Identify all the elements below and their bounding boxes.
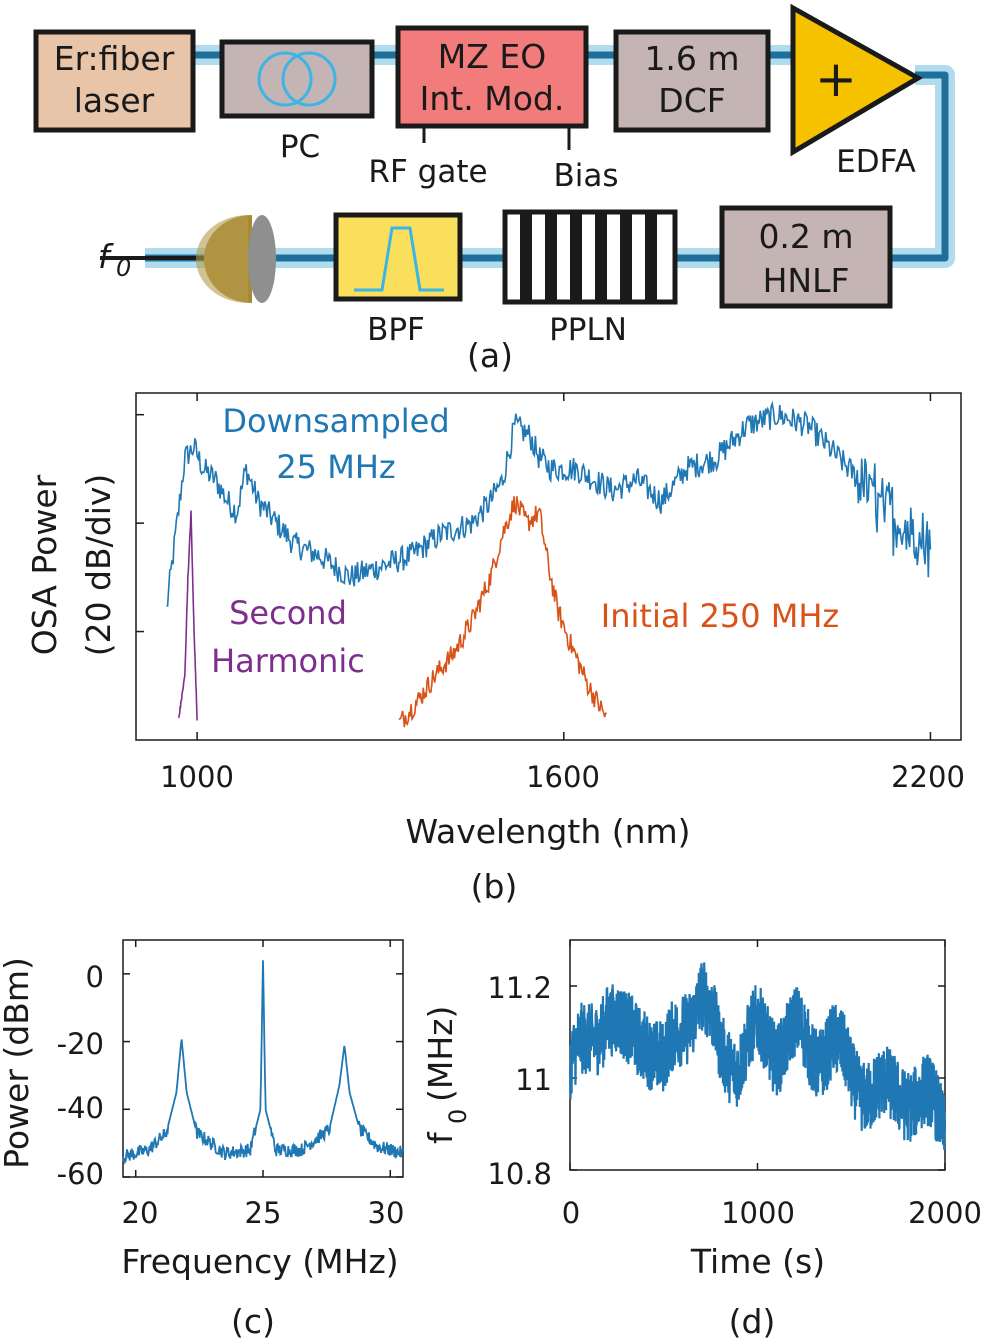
rf-spectrum-chart: 20 25 30 0 -20 -40 -60 Frequency (MHz) P… [0,939,405,1341]
x-tick-label: 0 [562,1196,580,1230]
plus-icon: + [815,50,857,108]
dcf-label-line2: DCF [658,81,725,120]
x-axis-label: Wavelength (nm) [405,812,690,851]
hnlf-label-line1: 0.2 m [758,217,853,256]
f0-time-series-chart: 0 1000 2000 11.2 11 10.8 Time (s) f 0 (M… [421,939,982,1341]
caption-d: (d) [729,1302,776,1341]
pc-loop-icon [257,51,313,107]
y-tick-label: -40 [57,1091,104,1125]
photodetector [196,215,276,303]
y-tick-label: -20 [57,1027,104,1061]
y-axis-label: f [421,1131,460,1144]
series-line [166,400,932,607]
x-tick-label: 1000 [160,760,234,794]
pc-loop-icon [281,51,337,107]
series-points [568,962,947,1150]
series-label-downsampled: 25 MHz [276,448,395,486]
x-axis-label: Time (s) [690,1242,825,1281]
axis-ticks [569,940,946,1171]
ppln-crystal: PPLN [502,209,678,348]
x-tick-label: 1600 [526,760,600,794]
y-axis-label: Power (dBm) [0,957,36,1169]
x-tick-label: 2000 [908,1196,982,1230]
modulator-label-line2: Int. Mod. [420,79,565,118]
pc-label: PC [280,129,320,165]
series-points [568,962,947,1150]
x-tick-label: 25 [245,1196,282,1230]
series-line [178,510,198,721]
modulator-label-line1: MZ EO [438,37,546,76]
hnlf-box: 0.2 m HNLF [719,205,893,309]
series-lines [166,400,932,728]
dcf-box: 1.6 m DCF [613,29,771,133]
bpf-label: BPF [367,312,425,348]
x-tick-label: 20 [122,1196,159,1230]
y-axis-label-line2: (20 dB/div) [79,474,118,657]
passband-icon [354,226,444,292]
y-axis-label-line1: OSA Power [25,474,64,655]
series-label-downsampled: Downsampled [222,402,449,440]
modulator-box: MZ EO Int. Mod. RF gate Bias [368,25,619,194]
x-axis-label: Frequency (MHz) [121,1242,398,1281]
hnlf-label-line2: HNLF [763,261,850,300]
y-tick-label: 0 [86,960,104,994]
y-tick-label: 11.2 [487,971,552,1005]
edfa-amplifier: + EDFA [790,3,924,180]
caption-c: (c) [231,1302,275,1341]
laser-box: Er:fiber laser [33,29,196,133]
series-label-second-harmonic: Second [229,594,347,632]
caption-b: (b) [471,867,518,906]
y-tick-label: -60 [57,1157,104,1191]
y-tick-label: 10.8 [487,1157,552,1191]
rf-gate-label: RF gate [368,154,487,190]
y-axis-label-subscript: 0 [444,1109,472,1124]
bias-label: Bias [553,158,618,194]
laser-label-line1: Er:fiber [54,39,175,78]
dcf-label-line1: 1.6 m [644,39,739,78]
axis-ticks [136,393,932,740]
f0-output-subscript: 0 [116,254,131,282]
x-tick-label: 1000 [721,1196,795,1230]
x-tick-label: 2200 [891,760,965,794]
bandpass-filter: BPF [333,212,463,348]
series-line [122,960,404,1165]
y-axis-label-unit: (MHz) [421,1006,460,1102]
series-line [398,496,608,728]
x-tick-label: 30 [368,1196,405,1230]
plot-frame [135,392,962,741]
osa-spectrum-chart: 1000 1600 2200 Wavelength (nm) OSA Power… [25,392,965,906]
caption-a: (a) [467,336,513,375]
axis-ticks [123,940,403,1178]
polarization-controller: PC [219,39,375,165]
y-tick-label: 11 [515,1063,552,1097]
ppln-label: PPLN [549,312,627,348]
series-lines [122,960,404,1165]
edfa-label: EDFA [836,144,916,180]
laser-label-line2: laser [74,81,155,120]
series-label-second-harmonic: Harmonic [211,642,365,680]
series-label-initial: Initial 250 MHz [601,597,839,635]
setup-diagram: Er:fiber laser PC MZ EO Int. Mod. RF gat… [33,3,955,375]
